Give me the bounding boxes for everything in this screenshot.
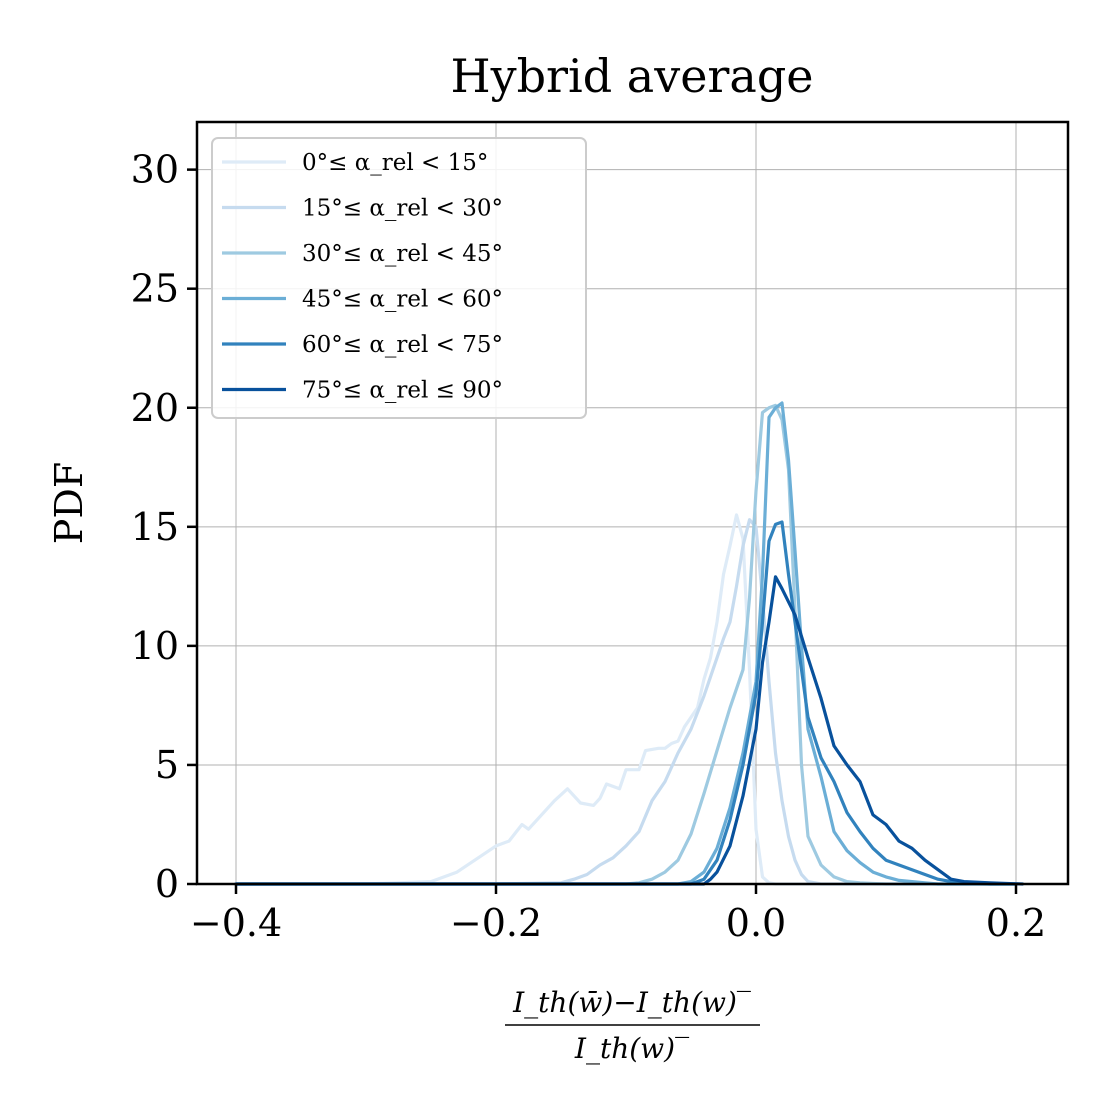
x-tick-label: 0.2 <box>986 901 1046 945</box>
y-tick-label: 15 <box>131 505 179 549</box>
legend: 0°≤ α_rel < 15° 15°≤ α_rel < 30° 30°≤ α_re… <box>211 137 587 419</box>
legend-label-5: 75°≤ α_rel ≤ 90° <box>302 378 503 404</box>
legend-label-2: 30°≤ α_rel < 45° <box>302 241 503 267</box>
y-tick-label: 5 <box>155 743 179 787</box>
y-tick-label: 30 <box>131 148 179 192</box>
legend-label-0: 0°≤ α_rel < 15° <box>302 150 488 176</box>
legend-label-1: 15°≤ α_rel < 30° <box>302 196 503 222</box>
x-tick-label: 0.0 <box>726 901 786 945</box>
x-tick-label: −0.4 <box>190 901 282 945</box>
ticks: −0.4 −0.2 0.0 0.2 0 5 10 15 20 25 30 <box>131 148 1047 945</box>
series-line-5 <box>234 575 1025 886</box>
y-axis-label: PDF <box>47 462 91 544</box>
plot-lines <box>234 401 1025 886</box>
x-tick-label: −0.2 <box>450 901 542 945</box>
series-line-0 <box>234 513 1018 886</box>
legend-label-4: 60°≤ α_rel < 75° <box>302 332 503 358</box>
legend-label-3: 45°≤ α_rel < 60° <box>302 287 503 313</box>
y-tick-label: 0 <box>155 862 179 906</box>
series-line-2 <box>234 403 1018 886</box>
y-tick-label: 10 <box>131 624 179 668</box>
x-axis-label-numerator: I_th(w̄)−I_th(w)‾ <box>512 986 751 1019</box>
legend-box <box>211 137 587 419</box>
y-tick-label: 25 <box>131 267 179 311</box>
axes-frame <box>195 120 1070 886</box>
series-line-3 <box>234 401 1018 886</box>
chart-title: Hybrid average <box>450 49 813 103</box>
series-line-1 <box>234 518 1018 886</box>
y-tick-label: 20 <box>131 386 179 430</box>
series-line-4 <box>234 520 1018 886</box>
x-axis-label: I_th(w̄)−I_th(w)‾ I_th(w)‾ <box>505 986 760 1065</box>
x-axis-label-denominator: I_th(w)‾ <box>574 1032 689 1065</box>
